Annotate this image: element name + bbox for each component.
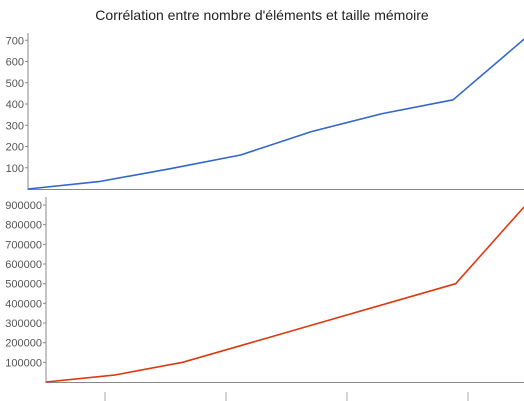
bottom-y-tick-label: 900000 — [5, 200, 42, 212]
bottom-y-tick-label: 300000 — [5, 318, 42, 330]
chart-title: Corrélation entre nombre d'éléments et t… — [95, 7, 429, 23]
bottom-y-tick-label: 600000 — [5, 259, 42, 271]
top-y-tick-label: 100 — [6, 163, 24, 175]
top-y-tick-label: 700 — [6, 35, 24, 47]
bottom-y-tick-label: 400000 — [5, 298, 42, 310]
top-y-tick-label: 400 — [6, 99, 24, 111]
bottom-y-tick-label: 800000 — [5, 220, 42, 232]
bottom-y-tick-label: 100000 — [5, 357, 42, 369]
top-y-tick-label: 300 — [6, 120, 24, 132]
top-y-tick-label: 600 — [6, 57, 24, 69]
bottom-series-line — [45, 206, 524, 383]
bottom-y-tick-label: 700000 — [5, 239, 42, 251]
top-series-line — [27, 38, 524, 190]
bottom-y-tick-label: 500000 — [5, 279, 42, 291]
bottom-y-tick-label: 200000 — [5, 338, 42, 350]
top-y-tick-label: 200 — [6, 142, 24, 154]
top-y-tick-label: 500 — [6, 78, 24, 90]
